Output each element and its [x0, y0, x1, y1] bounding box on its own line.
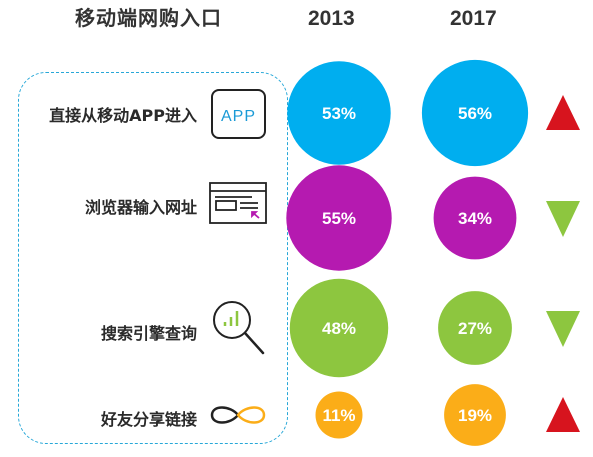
bubble-label-2013-row-3: 11%: [322, 406, 355, 425]
bubble-2017-row-1: [433, 176, 517, 260]
bubble-2013-row-1: [286, 165, 392, 271]
bubble-label-2017-row-3: 19%: [458, 406, 492, 425]
infinity-link-icon: [210, 406, 266, 424]
browser-window-icon: [209, 182, 267, 224]
row-label-search: 搜索引擎查询: [100, 324, 197, 343]
search-magnifier-icon: [213, 301, 265, 355]
bubble-2017-row-2: [438, 291, 512, 365]
trend-up-icon-row-0: [546, 95, 580, 130]
column-header-2013: 2013: [308, 7, 355, 30]
row-label-browser: 浏览器输入网址: [84, 198, 197, 217]
trend-down-icon-row-1: [546, 201, 580, 237]
column-header-2017: 2017: [450, 7, 497, 30]
bubble-label-2013-row-0: 53%: [322, 104, 356, 123]
bubble-label-2013-row-1: 55%: [322, 209, 356, 228]
app-icon: APP: [211, 89, 266, 139]
trend-up-icon-row-3: [546, 397, 580, 432]
row-label-app: 直接从移动APP进入: [49, 106, 197, 125]
bubble-2013-row-2: [289, 278, 389, 378]
app-icon-text: APP: [221, 108, 256, 125]
bubble-series-group: 53% 56% 55% 34% 48% 27% 11% 19%: [286, 59, 580, 446]
chart-title: 移动端网购入口: [75, 6, 222, 30]
bubble-label-2017-row-2: 27%: [458, 319, 492, 338]
bubble-label-2017-row-1: 34%: [458, 209, 492, 228]
bubble-label-2013-row-2: 48%: [322, 319, 356, 338]
trend-down-icon-row-2: [546, 311, 580, 347]
bubble-label-2017-row-0: 56%: [458, 104, 492, 123]
bubble-2017-row-3: [444, 384, 506, 446]
entry-channel-group-box: [18, 72, 288, 444]
bubble-2013-row-3: [315, 391, 363, 439]
bubble-2017-row-0: [421, 59, 529, 167]
bubble-2013-row-0: [287, 61, 391, 165]
row-label-share: 好友分享链接: [100, 410, 197, 429]
